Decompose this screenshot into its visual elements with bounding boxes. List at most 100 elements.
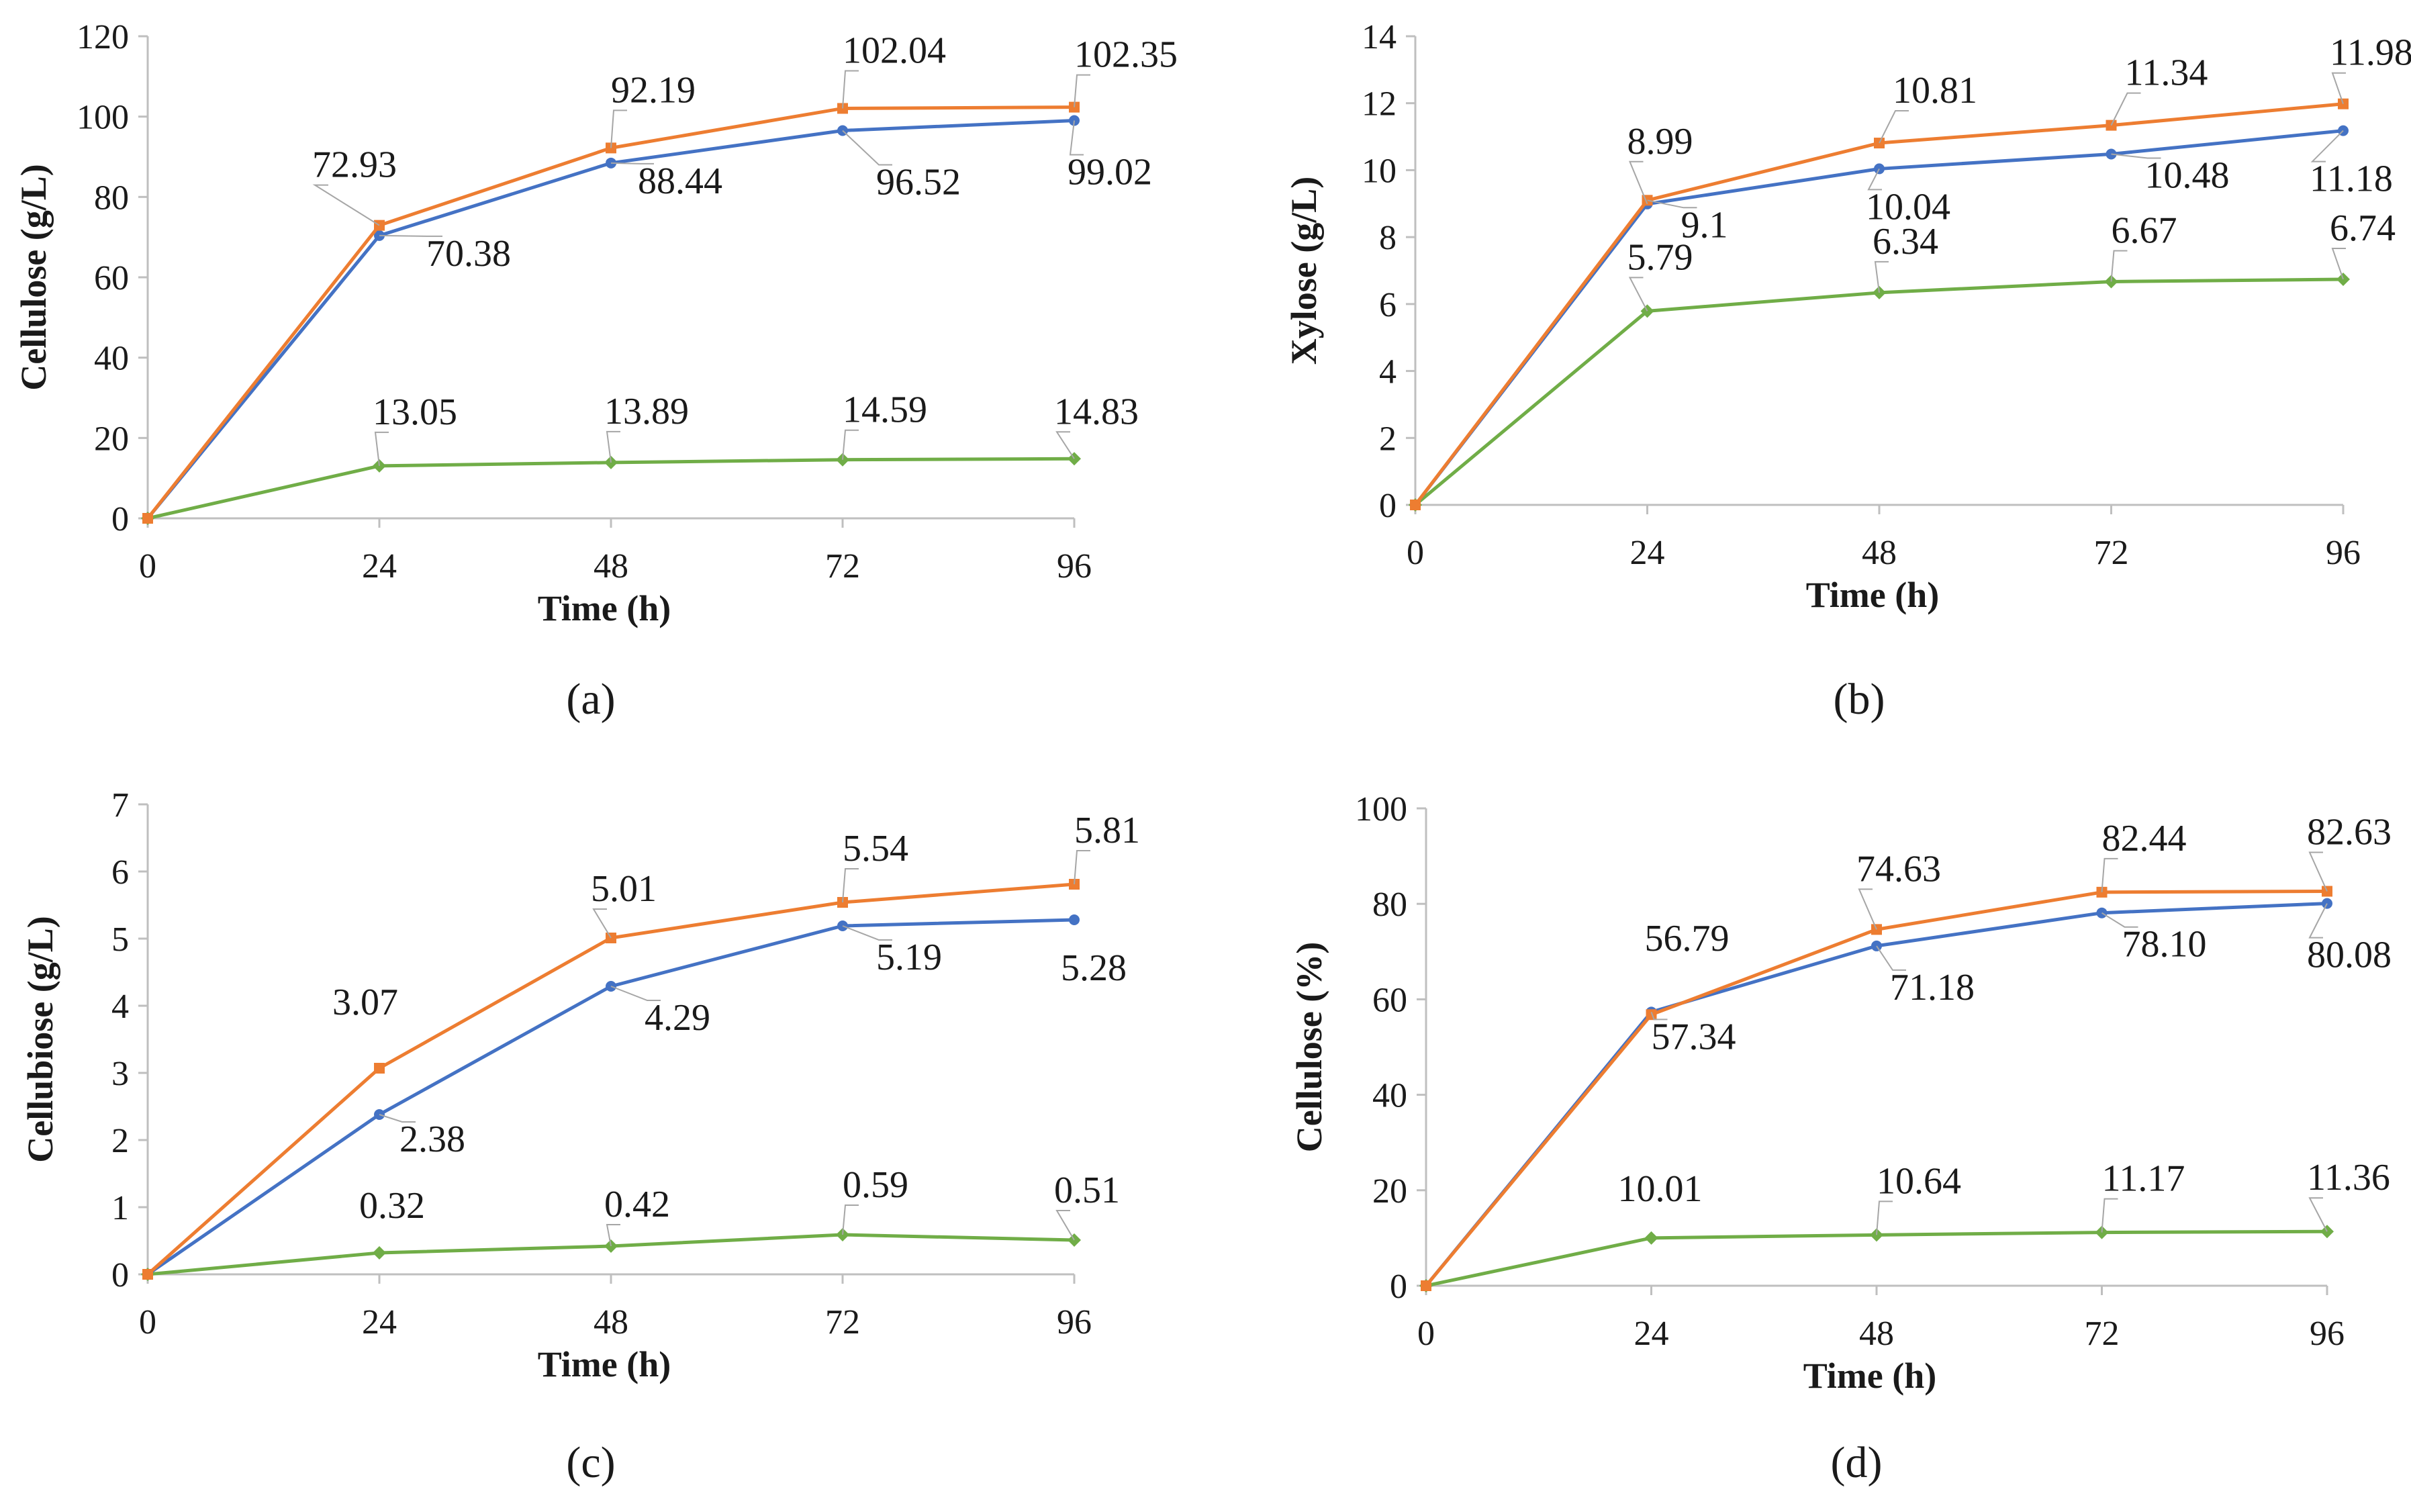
y-tick-label: 10 (1362, 152, 1397, 190)
data-label-orange: 10.81 (1893, 70, 1977, 111)
data-label-green: 13.05 (373, 391, 457, 433)
panel-d-cellulose-percent: 0 20 40 60 80 100 0 24 48 72 96 Time (h) Cellulose (… (1289, 790, 2392, 1487)
data-label-leader (2308, 851, 2328, 892)
x-axis-title: Time (h) (1806, 575, 1940, 615)
data-label-leader (2110, 92, 2141, 126)
x-tick-label: 72 (825, 547, 860, 585)
y-tick-label: 3 (111, 1055, 129, 1093)
x-tick-label: 96 (1057, 1303, 1092, 1341)
data-label-leader (842, 429, 859, 460)
data-label-leader (1647, 199, 1697, 209)
data-label-orange: 102.04 (843, 30, 946, 71)
y-axis-title: Cellubiose (g/L) (20, 916, 60, 1163)
x-tick-label: 96 (2310, 1315, 2345, 1353)
x-tick-label: 24 (362, 547, 397, 585)
data-label-blue: 4.29 (645, 997, 710, 1039)
data-label-blue: 57.34 (1652, 1016, 1736, 1057)
data-label-leader (1874, 261, 1889, 293)
x-tick-label: 48 (594, 547, 628, 585)
data-label-green: 11.17 (2102, 1158, 2185, 1200)
panel-label: (c) (566, 1438, 615, 1487)
x-tick-label: 24 (1630, 534, 1665, 572)
y-tick-label: 120 (77, 18, 129, 56)
marker-green (1644, 1231, 1658, 1245)
panel-label: (a) (566, 675, 615, 724)
data-label-leader (610, 986, 661, 1001)
data-label-green: 14.83 (1054, 391, 1139, 432)
x-tick-label: 0 (1407, 534, 1424, 572)
y-tick-label: 1 (111, 1189, 129, 1227)
data-label-leader (606, 430, 620, 463)
y-tick-label: 60 (1372, 981, 1407, 1019)
x-tick-label: 72 (825, 1303, 860, 1341)
data-label-orange: 102.35 (1074, 34, 1178, 76)
panel-c-cellubiose: 0 1 2 3 4 5 6 7 0 24 48 72 96 Time (h) Cellubiose (g/L… (20, 786, 1140, 1487)
data-label-green: 13.89 (604, 391, 689, 432)
data-label-green: 11.36 (2307, 1157, 2390, 1198)
y-tick-label: 6 (1379, 286, 1397, 324)
y-tick-label: 100 (1355, 790, 1407, 829)
data-label-leader (1629, 160, 1648, 205)
x-axis-title: Time (h) (538, 1344, 671, 1384)
x-tick-label: 0 (139, 1303, 156, 1341)
data-label-leader (1074, 850, 1090, 885)
y-tick-label: 20 (94, 420, 129, 458)
data-label-orange: 82.63 (2307, 812, 2392, 853)
y-tick-label: 4 (111, 988, 129, 1026)
data-label-leader (842, 130, 892, 166)
data-label-green: 0.32 (359, 1185, 425, 1227)
data-label-blue: 96.52 (876, 161, 961, 203)
data-label-leader (1650, 1011, 1668, 1021)
x-tick-label: 48 (594, 1303, 628, 1341)
data-label-orange: 56.79 (1645, 918, 1730, 959)
data-label-leader (2331, 72, 2346, 105)
data-label-blue: 70.38 (426, 233, 511, 275)
data-label-green: 10.64 (1877, 1160, 1961, 1202)
marker-orange (1646, 1009, 1657, 1021)
y-tick-label: 7 (111, 786, 129, 824)
data-label-green: 0.42 (604, 1184, 670, 1225)
x-tick-label: 24 (362, 1303, 397, 1341)
data-label-orange: 9.1 (1681, 204, 1728, 246)
series-line-green (1414, 277, 2344, 506)
data-label-blue: 71.18 (1890, 967, 1975, 1008)
data-label-leader (606, 1224, 620, 1247)
y-axis-title: Xylose (g/L) (1284, 177, 1324, 365)
data-label-orange: 3.07 (332, 982, 398, 1023)
data-label-green: 0.59 (843, 1164, 908, 1206)
data-label-leader (1879, 110, 1909, 144)
data-label-blue: 5.19 (876, 937, 942, 978)
marker-orange (1421, 1280, 1431, 1291)
data-label-orange: 11.34 (2125, 52, 2208, 94)
y-tick-label: 0 (111, 500, 129, 538)
data-label-leader (1858, 888, 1877, 930)
data-label-leader (2101, 912, 2138, 928)
panel-a-cellulose: 0 20 40 60 80 100 120 0 24 48 72 96 Time (h) Cellulos… (13, 18, 1178, 724)
data-label-leader (1074, 74, 1090, 107)
data-label-blue: 11.18 (2310, 158, 2393, 200)
data-label-orange: 5.54 (843, 828, 908, 869)
x-tick-label: 72 (2085, 1315, 2120, 1353)
y-tick-label: 14 (1362, 18, 1397, 56)
panel-label: (b) (1834, 675, 1885, 724)
data-label-leader (312, 184, 380, 226)
data-label-green: 6.34 (1873, 221, 1938, 263)
data-label-orange: 92.19 (611, 69, 696, 111)
marker-blue (1069, 914, 1080, 925)
data-label-orange: 72.93 (312, 144, 397, 186)
marker-orange (142, 513, 153, 524)
y-tick-label: 2 (1379, 420, 1397, 458)
data-label-leader (1069, 120, 1084, 156)
data-label-leader (1628, 277, 1648, 312)
x-tick-label: 24 (1634, 1315, 1669, 1353)
data-label-leader (592, 908, 612, 939)
y-tick-label: 40 (1372, 1077, 1407, 1115)
data-label-leader (2110, 250, 2128, 282)
y-axis-title: Cellulose (%) (1289, 942, 1329, 1152)
x-tick-label: 72 (2094, 534, 2129, 572)
data-label-leader (842, 925, 892, 941)
data-label-leader (610, 109, 627, 148)
data-label-leader (2308, 903, 2328, 939)
